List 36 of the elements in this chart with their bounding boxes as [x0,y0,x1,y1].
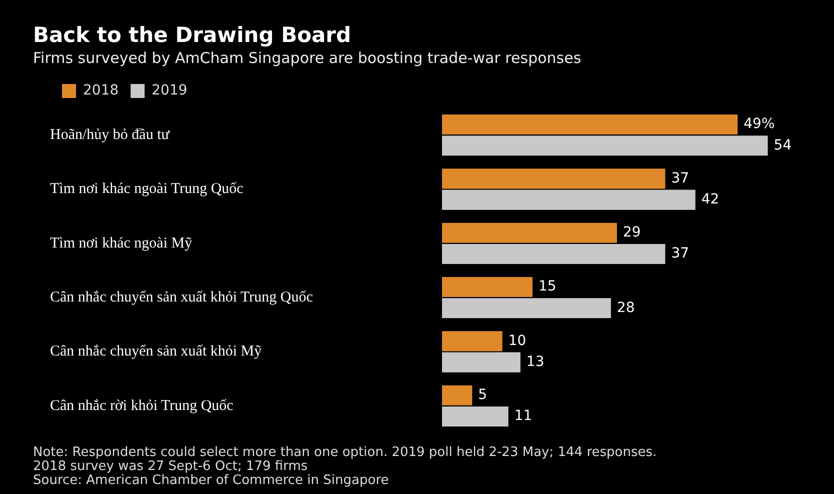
data-label: 29 [622,224,641,240]
data-label: 13 [526,354,544,370]
legend-label: 2018 [83,82,119,99]
legend-label: 2019 [152,82,188,99]
data-label: 15 [538,278,556,295]
data-label: 10 [508,332,526,349]
y-tick-label: Tìm nơi khác ngoài Trung Quốc [50,181,244,198]
text: Back to the Drawing Board [33,22,352,48]
bar [442,190,696,210]
data-label: 37 [671,246,690,262]
data-label: 5 [478,386,488,403]
data-label: 37 [671,170,690,186]
source-note: Source: American Chamber of Commerce in Singapore [33,473,390,488]
data-label: 11 [514,408,532,424]
y-tick-label: Tìm nơi khác ngoài Mỹ [50,235,193,252]
bar [442,114,738,135]
data-label: 42 [701,191,720,208]
y-tick-label: Cân nhắc chuyển sản xuất khỏi Mỹ [50,344,262,360]
bar [442,352,520,372]
bar [442,298,611,318]
text: Note: Respondents could select more than one option. 2019 poll held 2-23 May; 144 responses. 2018 survey was 27 Sept-6 Oct; 179 firms [33,445,658,474]
bar [442,168,666,189]
data-label: 28 [616,300,635,316]
bar [442,385,472,406]
bar [442,406,508,427]
bar [442,222,617,243]
text: Firms surveyed by AmCham Singapore are boosting trade-war responses [33,48,582,68]
y-tick-label: Cân nhắc chuyển sản xuất khỏi Trung Quốc [50,290,314,306]
y-tick-label: Hoãn/hủy bỏ đầu tư [50,127,170,144]
bar [442,276,532,298]
data-label: 49% [744,116,775,132]
bar [442,244,666,264]
data-label: 54 [774,137,792,154]
bar [442,331,502,352]
bar [442,136,768,156]
y-tick-label: Cân nhắc rời khỏi Trung Quốc [50,398,234,414]
